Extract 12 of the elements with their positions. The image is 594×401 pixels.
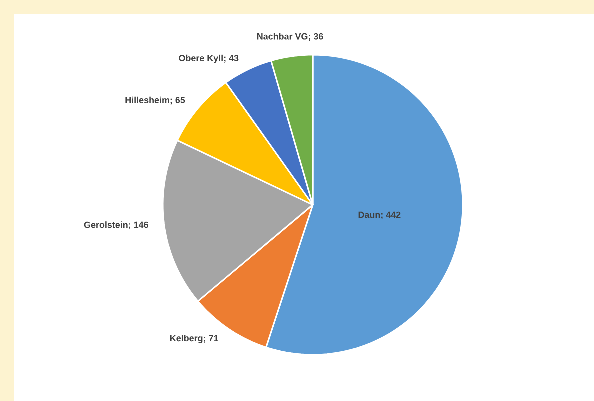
slice-label: Daun [358, 212, 380, 218]
data-label: ; 442 [382, 212, 401, 220]
data-label: ; 43 [224, 55, 239, 63]
slice-label: Kelberg [170, 334, 203, 344]
data-label: ; 71 [204, 335, 218, 343]
slice-label: Obere Kyll [179, 54, 223, 64]
slice-label: Gerolstein [84, 222, 128, 228]
data-label: ; 36 [309, 33, 324, 42]
data-label: ; 65 [170, 97, 186, 105]
data-label: ; 146 [129, 222, 148, 230]
slice-label: Hillesheim [126, 96, 170, 104]
slice-label: Nachbar VG [257, 33, 308, 40]
